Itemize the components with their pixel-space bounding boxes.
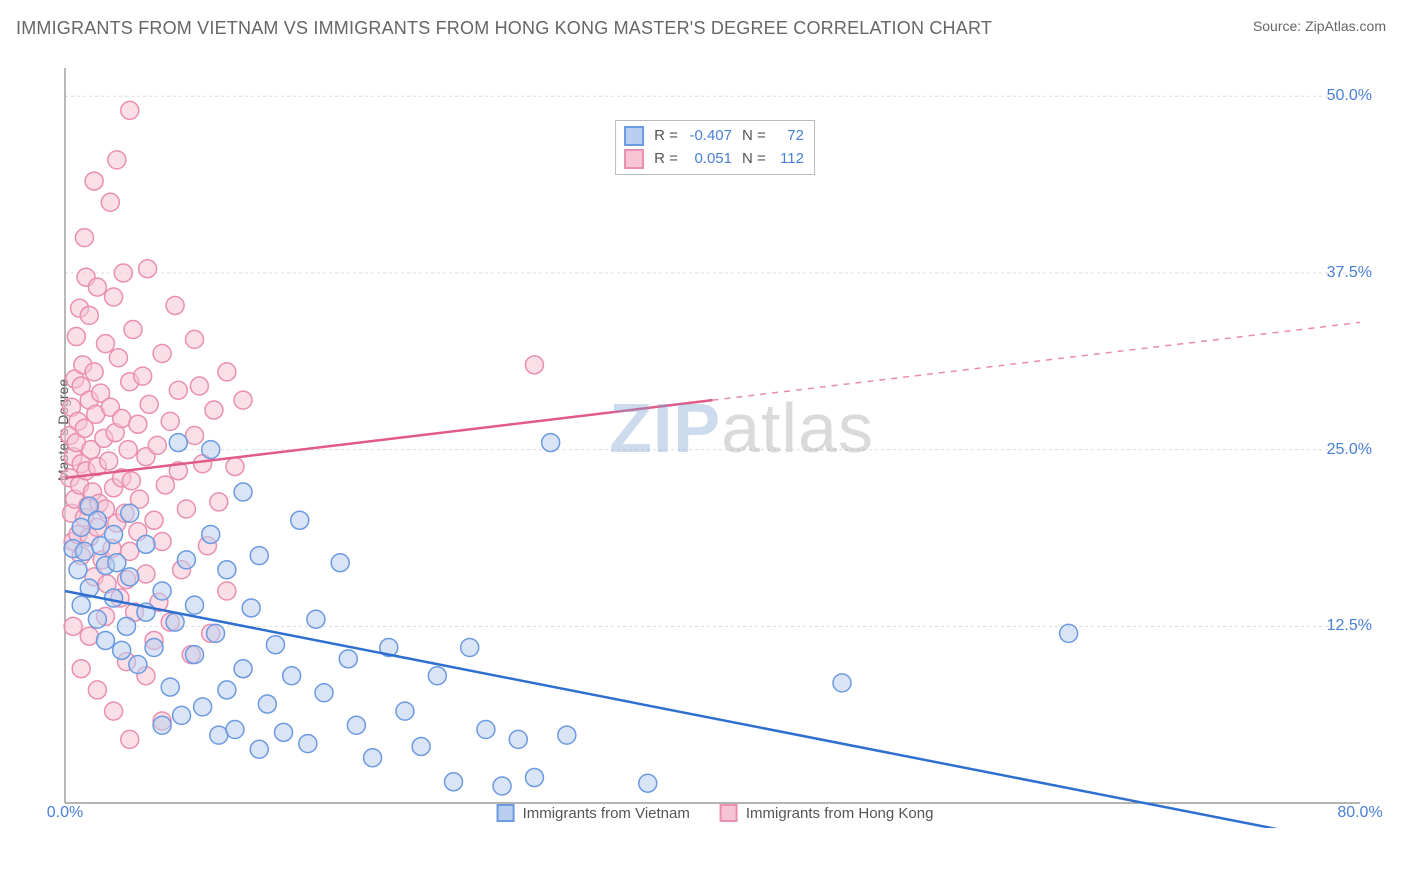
y-tick-label: 25.0%: [1327, 441, 1372, 459]
swatch-vietnam-bottom: [497, 804, 515, 822]
swatch-vietnam: [624, 126, 644, 146]
legend-row-hongkong: R = 0.051 N = 112: [624, 148, 804, 171]
source-label: Source:: [1253, 18, 1301, 34]
y-tick-label: 50.0%: [1327, 87, 1372, 105]
x-tick-label: 80.0%: [1337, 804, 1382, 822]
source-link[interactable]: ZipAtlas.com: [1305, 18, 1386, 34]
n-value-vietnam: 72: [770, 125, 804, 148]
legend-label-hongkong: Immigrants from Hong Kong: [746, 805, 934, 822]
legend-label-vietnam: Immigrants from Vietnam: [523, 805, 690, 822]
legend-row-vietnam: R = -0.407 N = 72: [624, 125, 804, 148]
legend-item-vietnam: Immigrants from Vietnam: [497, 804, 690, 822]
x-tick-label: 0.0%: [47, 804, 83, 822]
y-tick-label: 12.5%: [1327, 617, 1372, 635]
source-attribution: Source: ZipAtlas.com: [1253, 18, 1386, 34]
r-value-vietnam: -0.407: [682, 125, 732, 148]
n-value-hongkong: 112: [770, 148, 804, 171]
swatch-hongkong-bottom: [720, 804, 738, 822]
chart-area: ZIPatlas R = -0.407 N = 72 R = 0.051 N =…: [50, 58, 1380, 828]
correlation-legend: R = -0.407 N = 72 R = 0.051 N = 112: [615, 120, 815, 175]
y-tick-label: 37.5%: [1327, 264, 1372, 282]
legend-item-hongkong: Immigrants from Hong Kong: [720, 804, 934, 822]
series-legend: Immigrants from Vietnam Immigrants from …: [497, 804, 934, 822]
chart-title: IMMIGRANTS FROM VIETNAM VS IMMIGRANTS FR…: [16, 18, 992, 39]
swatch-hongkong: [624, 149, 644, 169]
r-value-hongkong: 0.051: [682, 148, 732, 171]
